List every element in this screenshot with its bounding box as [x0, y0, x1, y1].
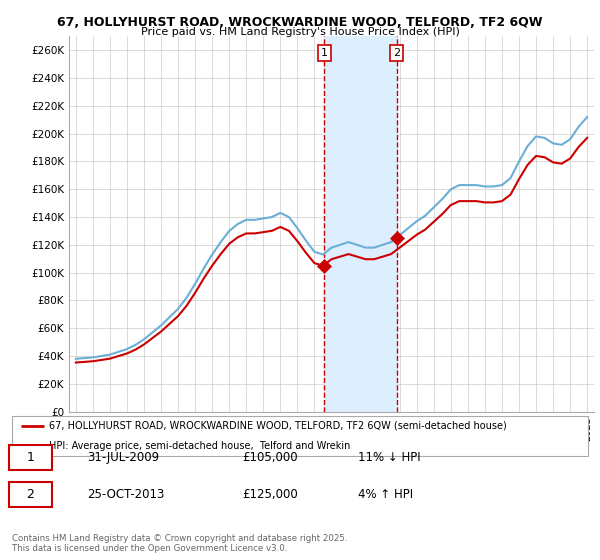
Text: 1: 1 — [26, 451, 34, 464]
Text: 4% ↑ HPI: 4% ↑ HPI — [358, 488, 413, 501]
Text: 1: 1 — [321, 48, 328, 58]
FancyBboxPatch shape — [9, 445, 52, 470]
Bar — [325, 36, 397, 412]
FancyBboxPatch shape — [9, 482, 52, 507]
Text: 11% ↓ HPI: 11% ↓ HPI — [358, 451, 420, 464]
Text: HPI: Average price, semi-detached house,  Telford and Wrekin: HPI: Average price, semi-detached house,… — [49, 441, 351, 451]
Text: 31-JUL-2009: 31-JUL-2009 — [87, 451, 159, 464]
Text: Contains HM Land Registry data © Crown copyright and database right 2025.
This d: Contains HM Land Registry data © Crown c… — [12, 534, 347, 553]
Text: 67, HOLLYHURST ROAD, WROCKWARDINE WOOD, TELFORD, TF2 6QW (semi-detached house): 67, HOLLYHURST ROAD, WROCKWARDINE WOOD, … — [49, 421, 507, 431]
Text: £105,000: £105,000 — [242, 451, 298, 464]
Text: 2: 2 — [393, 48, 400, 58]
Text: Price paid vs. HM Land Registry's House Price Index (HPI): Price paid vs. HM Land Registry's House … — [140, 27, 460, 37]
FancyBboxPatch shape — [12, 416, 588, 456]
Text: 67, HOLLYHURST ROAD, WROCKWARDINE WOOD, TELFORD, TF2 6QW: 67, HOLLYHURST ROAD, WROCKWARDINE WOOD, … — [57, 16, 543, 29]
Text: £125,000: £125,000 — [242, 488, 298, 501]
Text: 2: 2 — [26, 488, 34, 501]
Text: 25-OCT-2013: 25-OCT-2013 — [87, 488, 164, 501]
